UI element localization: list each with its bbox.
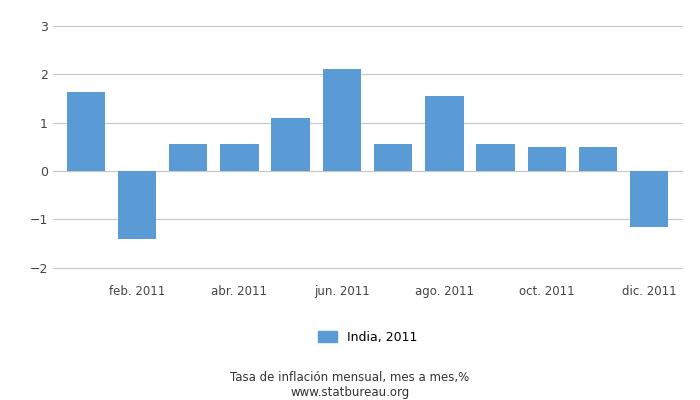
Bar [169, 144, 207, 171]
Bar [476, 144, 514, 171]
Bar [220, 144, 259, 171]
Text: www.statbureau.org: www.statbureau.org [290, 386, 410, 399]
Text: Tasa de inflación mensual, mes a mes,%: Tasa de inflación mensual, mes a mes,% [230, 372, 470, 384]
Bar [374, 144, 412, 171]
Bar [66, 92, 105, 171]
Bar [118, 171, 156, 239]
Bar [579, 147, 617, 171]
Bar [425, 96, 463, 171]
Bar [528, 147, 566, 171]
Legend: India, 2011: India, 2011 [313, 326, 422, 349]
Bar [323, 69, 361, 171]
Bar [272, 118, 310, 171]
Bar [630, 171, 668, 227]
